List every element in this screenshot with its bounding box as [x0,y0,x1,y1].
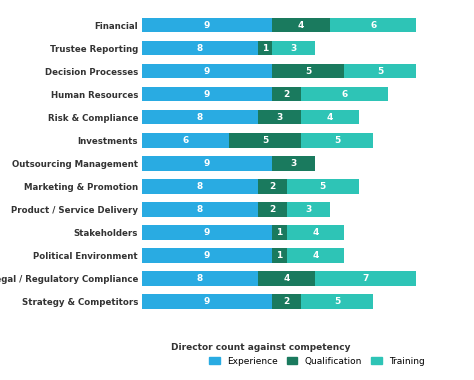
Text: 4: 4 [327,113,333,122]
Bar [142,271,258,286]
Text: Director count against competency: Director count against competency [171,343,350,352]
Text: 2: 2 [269,205,275,214]
Bar [258,202,287,217]
Bar [142,249,272,263]
Text: 9: 9 [204,228,210,237]
Text: 3: 3 [276,113,283,122]
Text: 9: 9 [204,90,210,99]
Legend: Experience, Qualification, Training: Experience, Qualification, Training [209,356,425,366]
Bar [142,156,272,171]
Bar [272,64,344,78]
Text: 5: 5 [334,297,340,306]
Text: 1: 1 [276,251,283,260]
Text: 9: 9 [204,67,210,76]
Text: 5: 5 [319,182,326,191]
Text: 7: 7 [363,274,369,283]
Text: 5: 5 [305,67,311,76]
Text: 3: 3 [291,159,297,168]
Text: 9: 9 [204,21,210,30]
Text: 1: 1 [262,44,268,53]
Bar [287,225,344,240]
Text: 8: 8 [197,182,203,191]
Bar [287,249,344,263]
Text: 8: 8 [197,205,203,214]
Text: 8: 8 [197,274,203,283]
Bar [272,41,315,55]
Text: 2: 2 [269,182,275,191]
Bar [315,271,417,286]
Bar [301,294,373,309]
Bar [142,179,258,193]
Bar [142,41,258,55]
Text: 2: 2 [283,90,290,99]
Text: 6: 6 [370,21,376,30]
Bar [301,133,373,147]
Bar [272,18,330,32]
Bar [142,294,272,309]
Bar [301,87,388,101]
Text: 4: 4 [298,21,304,30]
Text: 2: 2 [283,297,290,306]
Bar [258,41,272,55]
Bar [272,225,287,240]
Bar [229,133,301,147]
Bar [344,64,417,78]
Text: 6: 6 [182,136,189,145]
Bar [142,225,272,240]
Text: 9: 9 [204,297,210,306]
Bar [258,271,315,286]
Bar [258,110,301,125]
Bar [287,202,330,217]
Bar [142,202,258,217]
Bar [330,18,417,32]
Text: 4: 4 [283,274,290,283]
Text: 4: 4 [312,251,319,260]
Text: 5: 5 [334,136,340,145]
Text: 1: 1 [276,228,283,237]
Bar [272,249,287,263]
Text: 3: 3 [305,205,311,214]
Text: 4: 4 [312,228,319,237]
Bar [142,64,272,78]
Bar [272,294,301,309]
Bar [258,179,287,193]
Bar [287,179,359,193]
Text: 8: 8 [197,113,203,122]
Bar [272,156,315,171]
Bar [142,87,272,101]
Text: 5: 5 [377,67,383,76]
Bar [142,18,272,32]
Text: 9: 9 [204,251,210,260]
Bar [142,133,229,147]
Text: 9: 9 [204,159,210,168]
Bar [301,110,359,125]
Text: 6: 6 [341,90,347,99]
Bar [272,87,301,101]
Bar [142,110,258,125]
Text: 5: 5 [262,136,268,145]
Text: 8: 8 [197,44,203,53]
Text: 3: 3 [291,44,297,53]
